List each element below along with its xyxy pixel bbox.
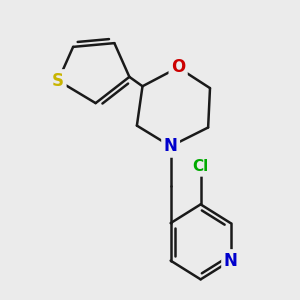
Text: O: O: [171, 58, 185, 76]
Text: N: N: [224, 252, 238, 270]
Text: N: N: [164, 137, 178, 155]
Text: S: S: [52, 72, 64, 90]
Text: Cl: Cl: [193, 159, 209, 174]
